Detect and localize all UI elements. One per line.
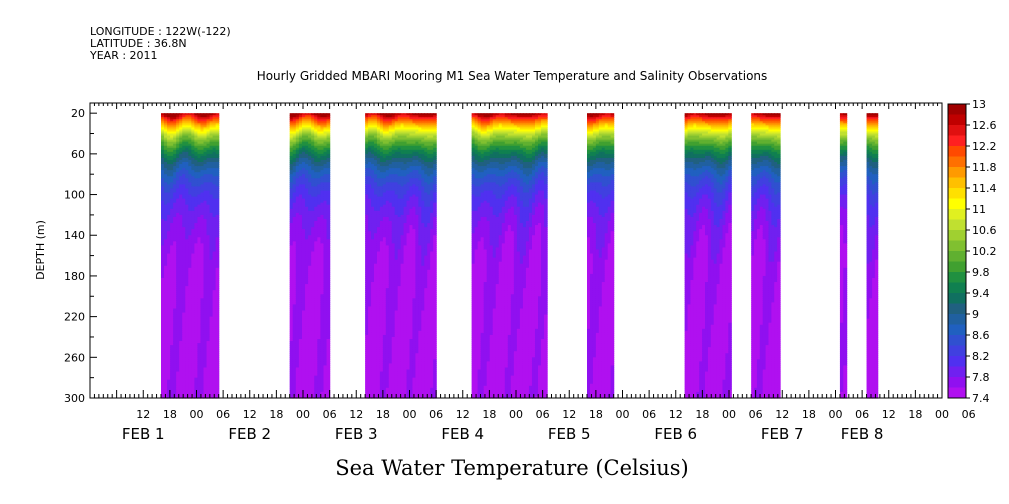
plot-data-area [161,113,878,398]
data-segment [161,113,219,398]
chart-title: Hourly Gridded MBARI Mooring M1 Sea Wate… [257,69,768,83]
chart-header: LONGITUDE : 122W(-122) LATITUDE : 36.8N … [89,25,767,83]
year-label: YEAR : 2011 [89,49,158,62]
data-segment [290,113,331,398]
data-segment [365,113,437,398]
